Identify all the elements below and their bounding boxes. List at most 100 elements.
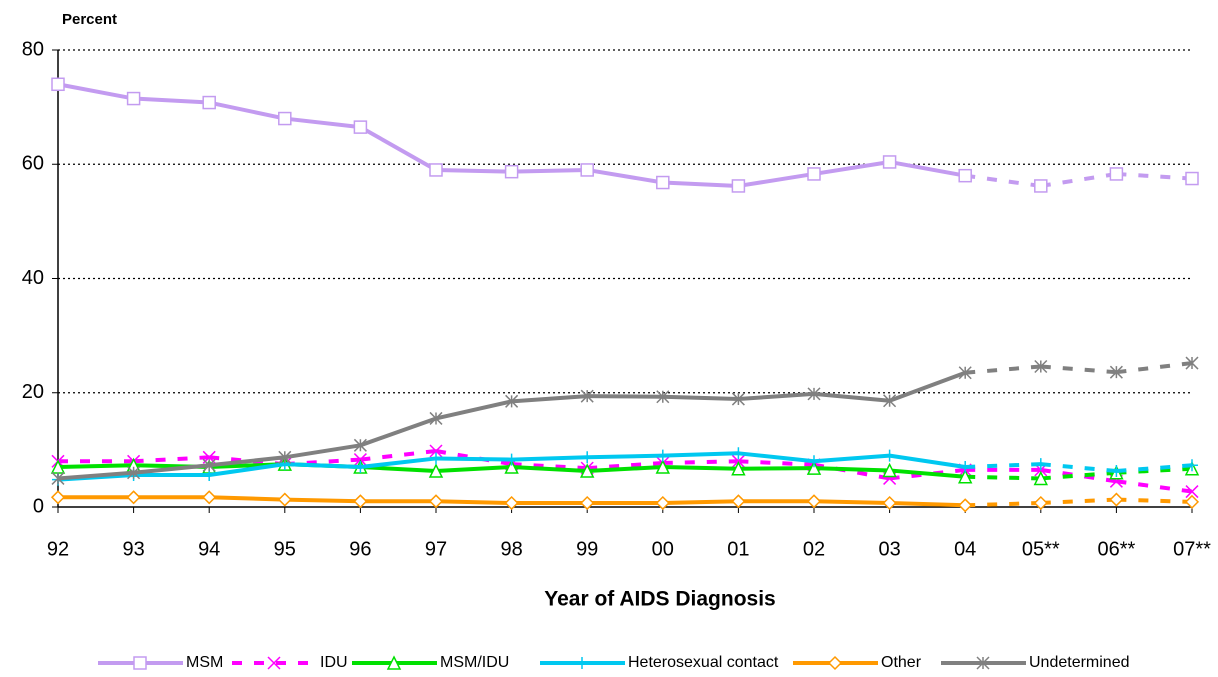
marker bbox=[133, 656, 147, 670]
marker bbox=[504, 495, 519, 511]
marker bbox=[1109, 492, 1124, 507]
line-segment bbox=[738, 451, 815, 464]
marker bbox=[1185, 356, 1199, 370]
marker bbox=[1109, 167, 1124, 181]
x-tick-label: 04 bbox=[954, 538, 976, 560]
x-tick-label: 96 bbox=[349, 538, 371, 560]
x-tick-label: 97 bbox=[425, 538, 447, 560]
line-segment bbox=[889, 159, 966, 178]
line-segment bbox=[813, 391, 890, 403]
marker bbox=[1109, 365, 1123, 379]
marker bbox=[353, 120, 368, 134]
marker bbox=[959, 461, 972, 474]
line-segment bbox=[57, 470, 134, 481]
y-tick-label: 60 bbox=[22, 153, 44, 175]
marker bbox=[580, 163, 594, 177]
marker bbox=[1185, 171, 1199, 186]
line-segment bbox=[208, 100, 286, 121]
line-segment bbox=[587, 453, 663, 460]
marker bbox=[976, 656, 990, 670]
line-segment bbox=[435, 399, 513, 421]
marker bbox=[882, 495, 897, 511]
marker bbox=[353, 494, 368, 509]
x-tick-label: 94 bbox=[198, 538, 220, 560]
x-tick-label: 98 bbox=[500, 538, 522, 560]
line-segment bbox=[587, 465, 663, 474]
marker bbox=[505, 453, 518, 466]
x-tick-label: 95 bbox=[274, 538, 296, 560]
line-segment bbox=[662, 180, 739, 188]
marker bbox=[202, 490, 217, 505]
marker bbox=[51, 471, 65, 485]
line-segment bbox=[964, 173, 1042, 188]
marker bbox=[807, 387, 821, 401]
marker bbox=[958, 168, 972, 183]
line-segment bbox=[511, 167, 588, 174]
marker bbox=[1034, 458, 1047, 471]
line-segment bbox=[133, 463, 210, 475]
x-axis-label: Year of AIDS Diagnosis bbox=[544, 588, 775, 611]
marker bbox=[50, 490, 66, 505]
line-segment bbox=[208, 462, 286, 477]
line-segment bbox=[511, 394, 588, 404]
line-segment bbox=[662, 499, 739, 506]
marker bbox=[1033, 495, 1048, 511]
line-segment bbox=[284, 116, 361, 130]
line-segment bbox=[738, 466, 815, 471]
line-segment bbox=[662, 465, 739, 471]
marker bbox=[580, 389, 594, 403]
marker bbox=[1185, 485, 1199, 499]
x-tick-label: 99 bbox=[576, 538, 598, 560]
line-segment bbox=[208, 455, 286, 468]
marker bbox=[731, 461, 746, 476]
legend-label: MSM bbox=[186, 654, 223, 671]
line-segment bbox=[57, 82, 134, 101]
marker bbox=[504, 459, 519, 474]
marker bbox=[278, 450, 292, 464]
line-segment bbox=[359, 125, 437, 172]
x-tick-label: 01 bbox=[727, 538, 749, 560]
line-segment bbox=[738, 171, 815, 188]
legend-label: Undetermined bbox=[1029, 654, 1130, 671]
line-segment bbox=[1116, 171, 1193, 181]
marker bbox=[428, 463, 444, 478]
line-segment bbox=[1040, 467, 1117, 484]
x-tick-label: 00 bbox=[652, 538, 674, 560]
marker bbox=[576, 657, 588, 669]
marker bbox=[1184, 494, 1200, 509]
marker bbox=[353, 438, 367, 452]
marker bbox=[883, 394, 897, 408]
marker bbox=[1034, 179, 1048, 193]
line-segment bbox=[1116, 479, 1193, 494]
line-segment bbox=[435, 167, 512, 174]
marker bbox=[202, 95, 216, 110]
marker bbox=[806, 460, 822, 475]
y-tick-label: 0 bbox=[33, 495, 44, 517]
marker bbox=[202, 458, 216, 472]
marker bbox=[429, 163, 443, 177]
marker bbox=[354, 461, 367, 474]
marker bbox=[732, 447, 745, 460]
marker bbox=[127, 466, 141, 480]
marker bbox=[579, 463, 595, 478]
line-segment bbox=[435, 465, 512, 474]
marker bbox=[1033, 470, 1049, 486]
marker bbox=[429, 411, 443, 425]
line-segment bbox=[360, 456, 437, 469]
marker bbox=[958, 498, 973, 513]
line-segment bbox=[511, 465, 588, 474]
line-segment bbox=[889, 468, 966, 479]
x-tick-label: 07** bbox=[1173, 538, 1211, 560]
line-segment bbox=[662, 394, 739, 402]
marker bbox=[1186, 459, 1198, 472]
marker bbox=[807, 167, 821, 181]
marker bbox=[808, 455, 820, 468]
x-tick-label: 92 bbox=[47, 538, 69, 560]
line-segment bbox=[662, 451, 739, 458]
marker bbox=[504, 164, 519, 179]
marker bbox=[505, 394, 519, 408]
line-segment bbox=[587, 394, 663, 399]
line-segment bbox=[359, 416, 437, 448]
legend-label: Heterosexual contact bbox=[628, 654, 779, 671]
